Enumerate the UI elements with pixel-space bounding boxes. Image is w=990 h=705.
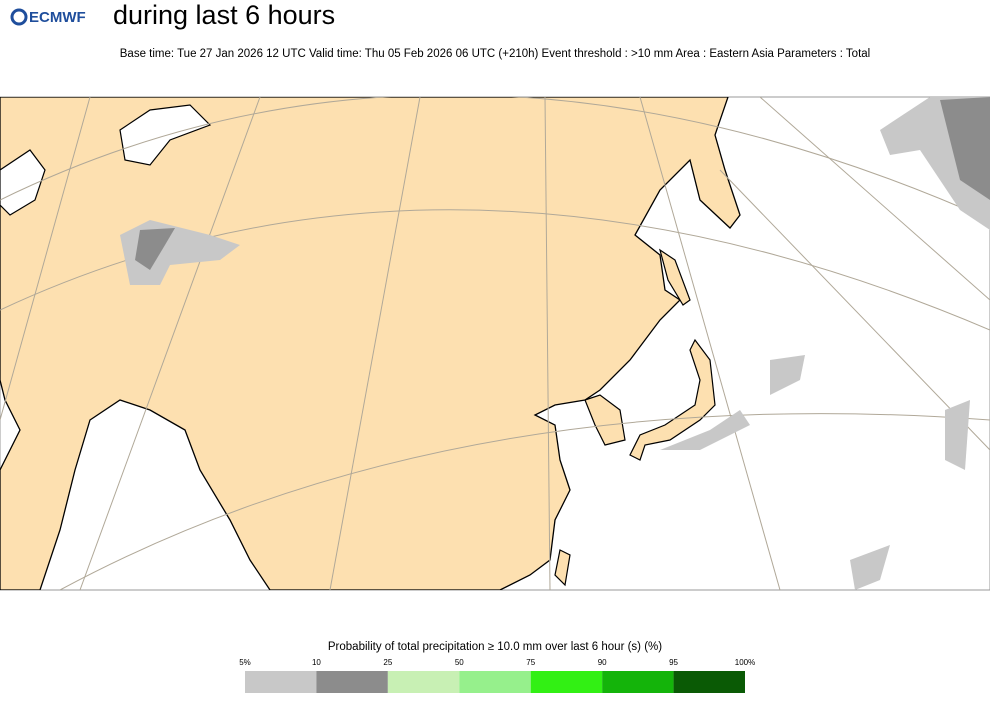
legend-swatch: [387, 671, 460, 693]
subtitle: Base time: Tue 27 Jan 2026 12 UTC Valid …: [120, 48, 870, 60]
legend-swatch: [673, 671, 745, 693]
island-sakhalin: [659, 248, 691, 306]
taiwan: [554, 549, 571, 587]
legend-label: 5%: [239, 658, 251, 667]
legend-label: 10: [312, 658, 321, 667]
logo-icon: [10, 8, 28, 26]
map: [0, 96, 990, 591]
sea-caspian: [0, 149, 46, 216]
land: [0, 97, 741, 590]
japan: [629, 338, 716, 461]
legend-title: Probability of total precipitation ≥ 10.…: [328, 641, 662, 653]
graticule: [0, 97, 990, 590]
legend-swatch: [316, 671, 388, 693]
legend-label: 25: [383, 658, 392, 667]
legend-swatch: [602, 671, 674, 693]
legend-label: 90: [598, 658, 607, 667]
legend-swatch: [459, 671, 531, 693]
legend-swatch: [245, 671, 317, 693]
legend-swatch: [530, 671, 603, 693]
precip-areas: [120, 97, 990, 590]
legend-label: 50: [455, 658, 464, 667]
legend: 5% 10 25 50 75 90 95 100%: [239, 658, 755, 693]
legend-label: 95: [669, 658, 678, 667]
logo: ECMWF: [10, 8, 86, 26]
sea-arctic: [119, 104, 212, 166]
logo-text: ECMWF: [29, 9, 86, 26]
title: during last 6 hours: [113, 0, 335, 30]
legend-label: 75: [526, 658, 535, 667]
legend-label: 100%: [735, 658, 755, 667]
korea: [584, 394, 626, 446]
